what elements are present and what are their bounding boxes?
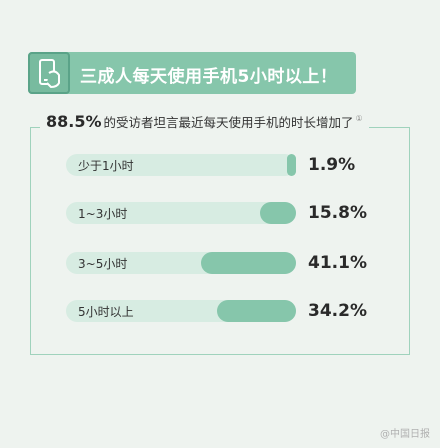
category-label: 5小时以上: [78, 305, 134, 319]
subtitle-note: ①: [355, 114, 363, 123]
bar-mark: [287, 154, 296, 176]
subtitle-text: 的受访者坦言最近每天使用手机的时长增加了: [103, 115, 354, 130]
value-label: 15.8%: [308, 203, 367, 223]
chart-subtitle: 88.5% 的受访者坦言最近每天使用手机的时长增加了 ①: [40, 112, 369, 138]
category-label: 少于1小时: [78, 159, 134, 173]
value-label: 41.1%: [308, 253, 367, 273]
header-title: 三成人每天使用手机5小时以上！: [80, 67, 338, 87]
bar-mark: [259, 202, 296, 224]
bar-track: [66, 154, 296, 176]
category-label: 1~3小时: [78, 207, 128, 221]
phone-icon: [39, 59, 60, 88]
bar-row: 3~5小时 41.1%: [66, 252, 426, 274]
phone-icon-box: [28, 52, 70, 94]
bar-mark: [217, 300, 296, 322]
bar-row: 1~3小时 15.8%: [66, 202, 426, 224]
value-label: 34.2%: [308, 301, 367, 321]
bar-row: 5小时以上 34.2%: [66, 300, 426, 322]
bar-row: 少于1小时 1.9%: [66, 154, 426, 176]
watermark: @中国日报: [380, 429, 430, 440]
category-label: 3~5小时: [78, 257, 128, 271]
value-label: 1.9%: [308, 155, 356, 175]
bar-track: [66, 202, 296, 224]
header-banner: [28, 52, 356, 94]
subtitle-highlight: 88.5%: [46, 112, 102, 131]
bar-mark: [201, 252, 296, 274]
